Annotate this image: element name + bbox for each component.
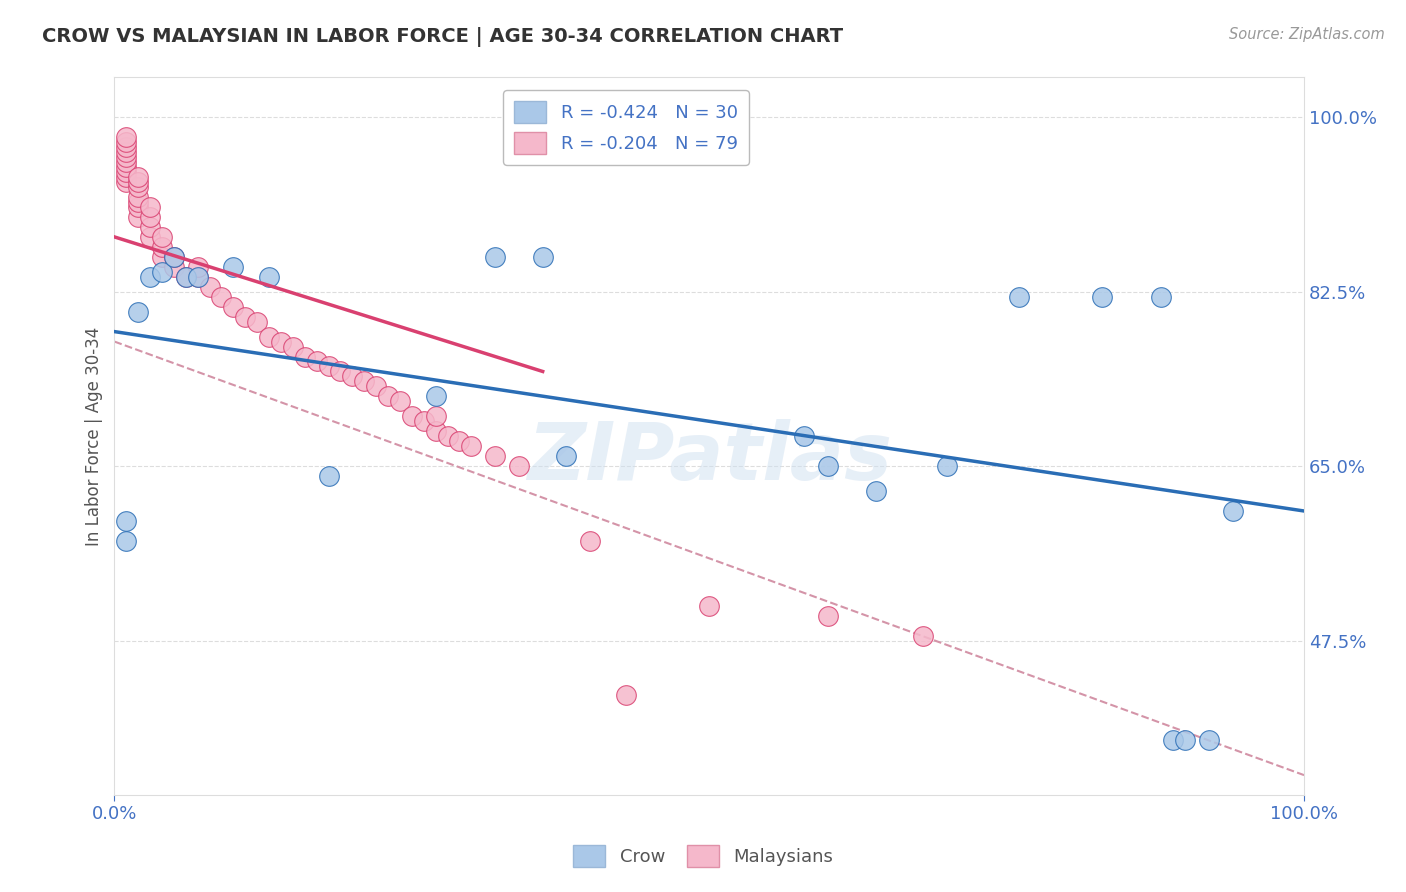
Point	[270, 334, 292, 349]
Point	[127, 180, 149, 194]
Point	[436, 429, 458, 443]
Point	[150, 250, 173, 264]
Point	[163, 260, 186, 274]
Point	[342, 369, 364, 384]
Point	[139, 269, 162, 284]
Point	[127, 210, 149, 224]
Point	[139, 210, 162, 224]
Point	[115, 135, 138, 149]
Text: CROW VS MALAYSIAN IN LABOR FORCE | AGE 30-34 CORRELATION CHART: CROW VS MALAYSIAN IN LABOR FORCE | AGE 3…	[42, 27, 844, 46]
Text: ZIPatlas: ZIPatlas	[527, 418, 891, 497]
Point	[318, 359, 340, 374]
Point	[150, 265, 173, 279]
Point	[377, 389, 399, 403]
Point	[1174, 733, 1197, 747]
Point	[817, 459, 839, 474]
Point	[614, 689, 637, 703]
Point	[127, 194, 149, 209]
Text: Source: ZipAtlas.com: Source: ZipAtlas.com	[1229, 27, 1385, 42]
Point	[115, 160, 138, 174]
Point	[936, 459, 959, 474]
Point	[425, 389, 447, 403]
Point	[294, 350, 316, 364]
Point	[187, 269, 209, 284]
Legend: Crow, Malaysians: Crow, Malaysians	[565, 838, 841, 874]
Point	[449, 434, 471, 449]
Point	[305, 354, 328, 368]
Point	[257, 329, 280, 343]
Point	[139, 230, 162, 244]
Point	[697, 599, 720, 613]
Point	[115, 533, 138, 548]
Point	[115, 170, 138, 185]
Point	[531, 250, 554, 264]
Point	[127, 200, 149, 214]
Point	[1222, 504, 1244, 518]
Point	[222, 300, 245, 314]
Point	[318, 469, 340, 483]
Point	[174, 269, 197, 284]
Point	[484, 250, 506, 264]
Point	[174, 269, 197, 284]
Point	[366, 379, 388, 393]
Point	[425, 409, 447, 424]
Point	[150, 230, 173, 244]
Point	[150, 240, 173, 254]
Point	[115, 145, 138, 160]
Point	[115, 514, 138, 528]
Point	[163, 250, 186, 264]
Point	[257, 269, 280, 284]
Point	[329, 364, 352, 378]
Point	[115, 150, 138, 164]
Point	[912, 629, 935, 643]
Point	[401, 409, 423, 424]
Point	[460, 439, 482, 453]
Point	[388, 394, 411, 409]
Point	[412, 414, 434, 428]
Point	[1091, 290, 1114, 304]
Point	[425, 424, 447, 438]
Point	[127, 190, 149, 204]
Point	[115, 130, 138, 145]
Point	[508, 459, 530, 474]
Point	[246, 315, 269, 329]
Point	[115, 155, 138, 169]
Legend: R = -0.424   N = 30, R = -0.204   N = 79: R = -0.424 N = 30, R = -0.204 N = 79	[503, 90, 749, 165]
Point	[115, 140, 138, 154]
Point	[187, 260, 209, 274]
Point	[233, 310, 256, 324]
Point	[187, 269, 209, 284]
Y-axis label: In Labor Force | Age 30-34: In Labor Force | Age 30-34	[86, 326, 103, 546]
Point	[127, 304, 149, 318]
Point	[555, 449, 578, 463]
Point	[163, 250, 186, 264]
Point	[127, 175, 149, 189]
Point	[281, 340, 304, 354]
Point	[579, 533, 602, 548]
Point	[1150, 290, 1173, 304]
Point	[865, 484, 887, 499]
Point	[115, 165, 138, 179]
Point	[139, 219, 162, 234]
Point	[793, 429, 815, 443]
Point	[115, 175, 138, 189]
Point	[211, 290, 233, 304]
Point	[127, 170, 149, 185]
Point	[222, 260, 245, 274]
Point	[1161, 733, 1184, 747]
Point	[817, 608, 839, 623]
Point	[484, 449, 506, 463]
Point	[1007, 290, 1029, 304]
Point	[1198, 733, 1220, 747]
Point	[353, 375, 375, 389]
Point	[198, 279, 221, 293]
Point	[139, 200, 162, 214]
